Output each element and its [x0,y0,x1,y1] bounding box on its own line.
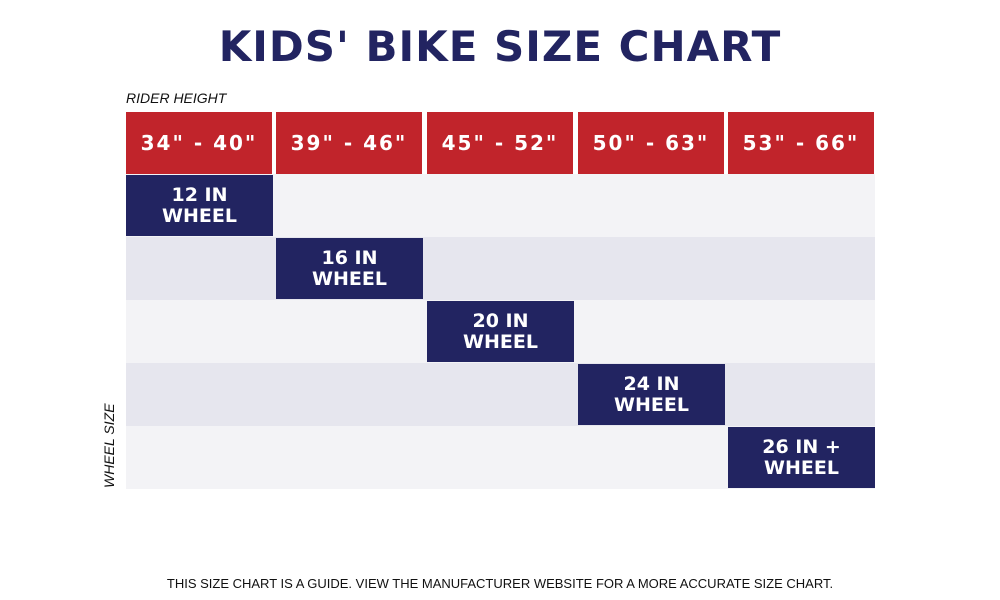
table-row [126,237,875,300]
footnote: THIS SIZE CHART IS A GUIDE. VIEW THE MAN… [166,576,834,591]
y-axis-label: WHEEL SIZE [101,403,117,488]
height-column-header: 34" - 40" [126,112,272,174]
chart-title: KIDS' BIKE SIZE CHART [218,22,782,71]
height-column-header: 53" - 66" [728,112,874,174]
height-column-header: 45" - 52" [427,112,573,174]
wheel-size-cell: 26 IN + WHEEL [728,427,875,488]
height-column-header: 39" - 46" [276,112,422,174]
wheel-size-cell: 24 IN WHEEL [578,364,725,425]
wheel-size-cell: 12 IN WHEEL [126,175,273,236]
wheel-size-cell: 16 IN WHEEL [276,238,423,299]
height-column-header: 50" - 63" [578,112,724,174]
wheel-size-cell: 20 IN WHEEL [427,301,574,362]
x-axis-label: RIDER HEIGHT [126,90,227,106]
table-row [126,363,875,426]
